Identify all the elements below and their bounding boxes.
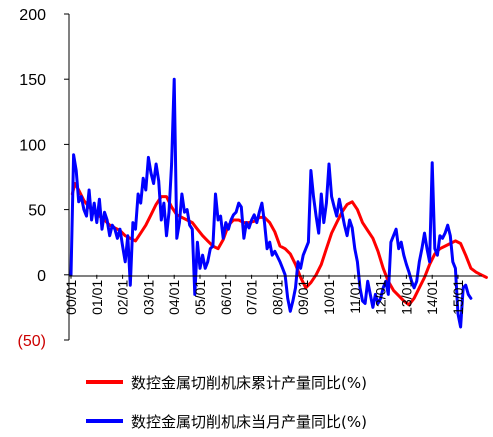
legend: 数控金属切削机床累计产量同比(%) 数控金属切削机床当月产量同比(%) bbox=[86, 374, 367, 431]
plot-lines bbox=[69, 77, 488, 329]
x-tick-label: 07/01 bbox=[244, 280, 260, 315]
x-tick-label: 01/01 bbox=[89, 280, 105, 315]
x-tick-label: 12/01 bbox=[373, 280, 389, 315]
legend-label-monthly: 数控金属切削机床当月产量同比(%) bbox=[131, 413, 367, 431]
x-tick-label: 00/01 bbox=[63, 280, 79, 315]
legend-label-cumulative: 数控金属切削机床累计产量同比(%) bbox=[131, 374, 367, 392]
x-tick-label: 13/01 bbox=[398, 280, 414, 315]
x-tick-label: 05/01 bbox=[192, 280, 208, 315]
y-tick-label: 100 bbox=[19, 137, 46, 154]
x-tick-label: 08/01 bbox=[269, 280, 285, 315]
x-tick-label: 03/01 bbox=[140, 280, 156, 315]
x-tick-label: 04/01 bbox=[166, 280, 182, 315]
series-line-monthly bbox=[69, 77, 473, 329]
y-tick-label: 150 bbox=[19, 72, 46, 89]
x-tick-label: 15/01 bbox=[450, 280, 466, 315]
y-tick-label: (50) bbox=[18, 333, 46, 350]
y-tick-label: 200 bbox=[19, 7, 46, 24]
x-tick-label: 14/01 bbox=[424, 280, 440, 315]
x-tick-label: 06/01 bbox=[218, 280, 234, 315]
y-tick-label: 0 bbox=[37, 268, 46, 285]
x-ticks: 00/01 01/01 02/01 03/01 04/01 05/01 06/01 07/01… bbox=[63, 274, 466, 315]
y-ticks: 200 150 100 50 0 (50) bbox=[18, 7, 69, 350]
series-line-cumulative bbox=[70, 182, 488, 307]
y-tick-label: 50 bbox=[28, 203, 46, 220]
x-tick-label: 02/01 bbox=[115, 280, 131, 315]
x-tick-label: 10/01 bbox=[321, 280, 337, 315]
x-tick-label: 09/01 bbox=[295, 280, 311, 315]
x-tick-label: 11/01 bbox=[347, 280, 363, 314]
